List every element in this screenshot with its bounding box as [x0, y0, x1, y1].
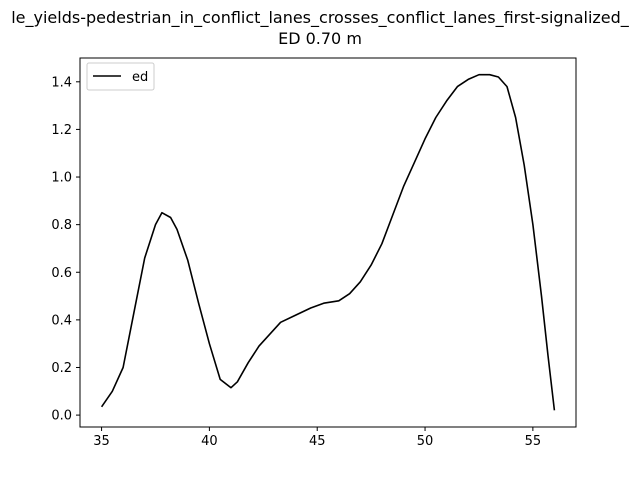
y-tick-label: 0.8: [51, 218, 72, 233]
legend-label-ed: ed: [132, 70, 148, 85]
y-tick-label: 0.0: [51, 409, 72, 424]
y-tick-label: 0.4: [51, 313, 72, 328]
x-tick-label: 55: [525, 434, 542, 449]
x-tick-label: 50: [417, 434, 434, 449]
y-axis-ticks: 0.0 0.2 0.4 0.6 0.8 1.0 1.2 1.4: [51, 75, 80, 424]
y-tick-label: 1.0: [51, 171, 72, 186]
x-tick-label: 45: [309, 434, 326, 449]
x-tick-label: 40: [201, 434, 218, 449]
x-tick-label: 35: [93, 434, 110, 449]
y-tick-label: 0.2: [51, 361, 72, 376]
y-tick-label: 1.4: [51, 75, 72, 90]
series-layer: [100, 73, 556, 411]
x-axis-ticks: 35 40 45 50 55: [93, 427, 541, 449]
series-line-ed: [100, 73, 556, 411]
chart-title-line1: le_yields-pedestrian_in_conflict_lanes_c…: [11, 8, 630, 28]
y-tick-label: 1.2: [51, 123, 72, 138]
y-tick-label: 0.6: [51, 266, 72, 281]
legend: ed: [86, 62, 155, 91]
axes-frame: [79, 57, 577, 428]
chart-title-line2: ED 0.70 m: [278, 29, 362, 48]
